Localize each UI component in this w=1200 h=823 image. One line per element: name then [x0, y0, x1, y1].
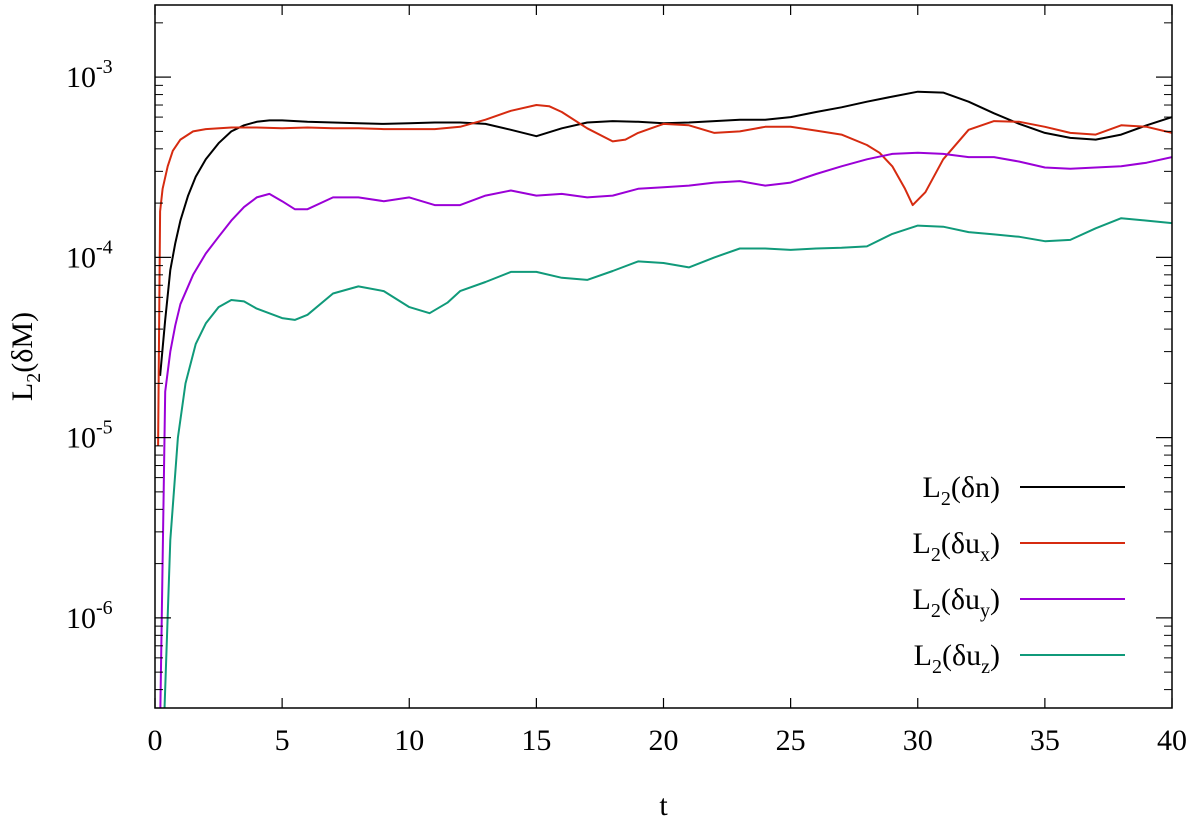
y-tick-label: 10-3: [66, 56, 113, 94]
x-tick-label: 0: [148, 724, 163, 757]
y-tick-label: 10-5: [66, 417, 113, 455]
series-line-2: [157, 104, 1172, 446]
series-line-4: [163, 217, 1172, 708]
y-axis-label-sub: 2: [23, 373, 45, 383]
x-tick-label: 35: [1030, 724, 1060, 757]
legend-label-2: L2(δux): [913, 527, 1000, 566]
y-tick-label: 10-4: [66, 236, 113, 274]
x-tick-label: 30: [903, 724, 933, 757]
x-tick-label: 5: [275, 724, 290, 757]
series-layer: [157, 90, 1172, 708]
legend-label-3: L2(δuy): [913, 583, 1000, 622]
x-tick-label: 20: [649, 724, 679, 757]
y-axis-label: L2(δM): [6, 312, 45, 401]
legend-label-1: L2(δn): [923, 471, 1000, 510]
x-tick-label: 25: [776, 724, 806, 757]
y-axis-label-rest: (δM): [6, 312, 39, 373]
plot-frame: [154, 4, 1173, 709]
legend: L2(δn) L2(δux) L2(δuy) L2(δuz): [913, 471, 1125, 678]
legend-label-4: L2(δuz): [914, 639, 1000, 678]
x-tick-label: 40: [1157, 724, 1187, 757]
y-tick-label: 10-6: [66, 597, 113, 635]
series-line-1: [159, 90, 1172, 376]
tick-labels-layer: 0 5 10 15 20 25 30 35 40 10-6 10-5 10-4 10-3: [66, 56, 1187, 757]
y-axis-label-main: L: [6, 383, 39, 401]
series-line-3: [159, 151, 1172, 708]
x-tick-label: 15: [521, 724, 551, 757]
ticks-layer: [154, 5, 1173, 708]
x-tick-label: 10: [394, 724, 424, 757]
x-axis-label: t: [659, 789, 668, 822]
